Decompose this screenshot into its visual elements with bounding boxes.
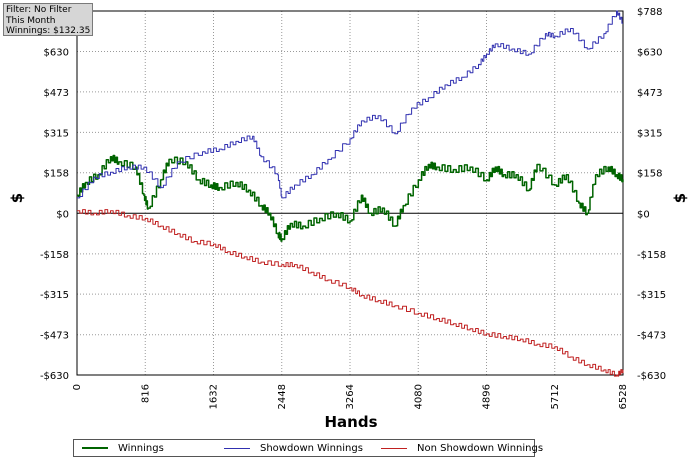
y-tick-label-right: $158 bbox=[637, 169, 662, 180]
x-tick-label: 816 bbox=[140, 384, 151, 403]
y-tick-label-right: -$473 bbox=[637, 331, 666, 342]
x-tick-label: 6528 bbox=[618, 384, 629, 409]
y-axis-title-right: $ bbox=[671, 193, 689, 203]
y-tick-label-right: $0 bbox=[637, 209, 650, 220]
period-label: This Month bbox=[6, 15, 56, 26]
x-tick-label: 4080 bbox=[413, 384, 424, 409]
plot-area bbox=[76, 10, 624, 376]
x-tick-label: 4896 bbox=[482, 384, 493, 409]
y-tick-label-right: -$315 bbox=[637, 290, 666, 301]
filter-info-box: Filter: No Filter This Month Winnings: $… bbox=[3, 3, 93, 36]
legend-swatch-non-showdown bbox=[381, 447, 407, 449]
series-line-non-showdown-winnings bbox=[77, 209, 624, 377]
x-tick-label: 1632 bbox=[209, 384, 220, 409]
tick-labels: -$630 -$630 -$473 -$473 -$315 -$315 -$158 -$158… bbox=[40, 7, 666, 409]
series-line-showdown-winnings bbox=[77, 10, 623, 199]
legend-swatch-winnings bbox=[82, 447, 108, 449]
legend-item-non-showdown: Non Showdown Winnings bbox=[381, 442, 543, 455]
y-tick-label-left: $0 bbox=[56, 209, 69, 220]
x-tick-label: 3264 bbox=[345, 384, 356, 409]
legend-swatch-showdown bbox=[224, 447, 250, 449]
chart-legend: Winnings Showdown Winnings Non Showdown … bbox=[73, 439, 543, 457]
legend-item-showdown: Showdown Winnings bbox=[224, 442, 363, 455]
x-axis-title: Hands bbox=[324, 413, 377, 431]
y-tick-label-right: -$158 bbox=[637, 250, 666, 261]
winnings-total-label: Winnings: $132.35 bbox=[6, 26, 91, 36]
x-tick-label: 5712 bbox=[550, 384, 561, 409]
y-tick-label-right: -$630 bbox=[637, 371, 666, 382]
y-tick-label-left: -$473 bbox=[40, 331, 69, 342]
legend-label-winnings: Winnings bbox=[118, 443, 164, 454]
series-line-winnings bbox=[77, 154, 624, 242]
y-tick-label-right-max: $788 bbox=[637, 7, 662, 18]
series-layer bbox=[77, 10, 624, 377]
filter-label: Filter: No Filter bbox=[6, 5, 72, 15]
y-tick-label-left: -$630 bbox=[40, 371, 69, 382]
x-tick-label: 0 bbox=[72, 384, 83, 390]
y-tick-label-left: -$315 bbox=[40, 290, 69, 301]
y-tick-label-right: $473 bbox=[637, 88, 662, 99]
y-axis-title-left: $ bbox=[8, 193, 26, 203]
legend-label-non-showdown: Non Showdown Winnings bbox=[417, 443, 544, 454]
y-tick-label-right: $315 bbox=[637, 128, 662, 139]
x-tick-label: 2448 bbox=[277, 384, 288, 409]
legend-item-winnings: Winnings bbox=[82, 442, 164, 455]
legend-label-showdown: Showdown Winnings bbox=[260, 443, 363, 454]
y-tick-label-left: $315 bbox=[44, 128, 69, 139]
y-tick-label-left: $630 bbox=[44, 48, 69, 59]
y-tick-label-left: -$158 bbox=[40, 250, 69, 261]
y-tick-label-left: $473 bbox=[44, 88, 69, 99]
y-tick-label-left: $158 bbox=[44, 169, 69, 180]
y-tick-label-right: $630 bbox=[637, 48, 662, 59]
